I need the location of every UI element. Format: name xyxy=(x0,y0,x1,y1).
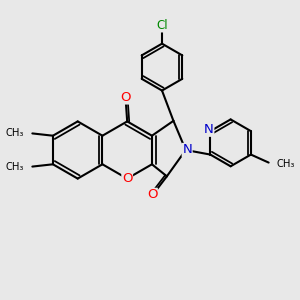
Text: O: O xyxy=(121,91,131,104)
Text: O: O xyxy=(122,172,132,185)
Text: CH₃: CH₃ xyxy=(277,159,295,169)
Text: Cl: Cl xyxy=(156,19,168,32)
Text: O: O xyxy=(147,188,157,201)
Text: N: N xyxy=(204,123,214,136)
Text: CH₃: CH₃ xyxy=(5,162,24,172)
Text: N: N xyxy=(182,143,192,157)
Text: CH₃: CH₃ xyxy=(5,128,24,138)
